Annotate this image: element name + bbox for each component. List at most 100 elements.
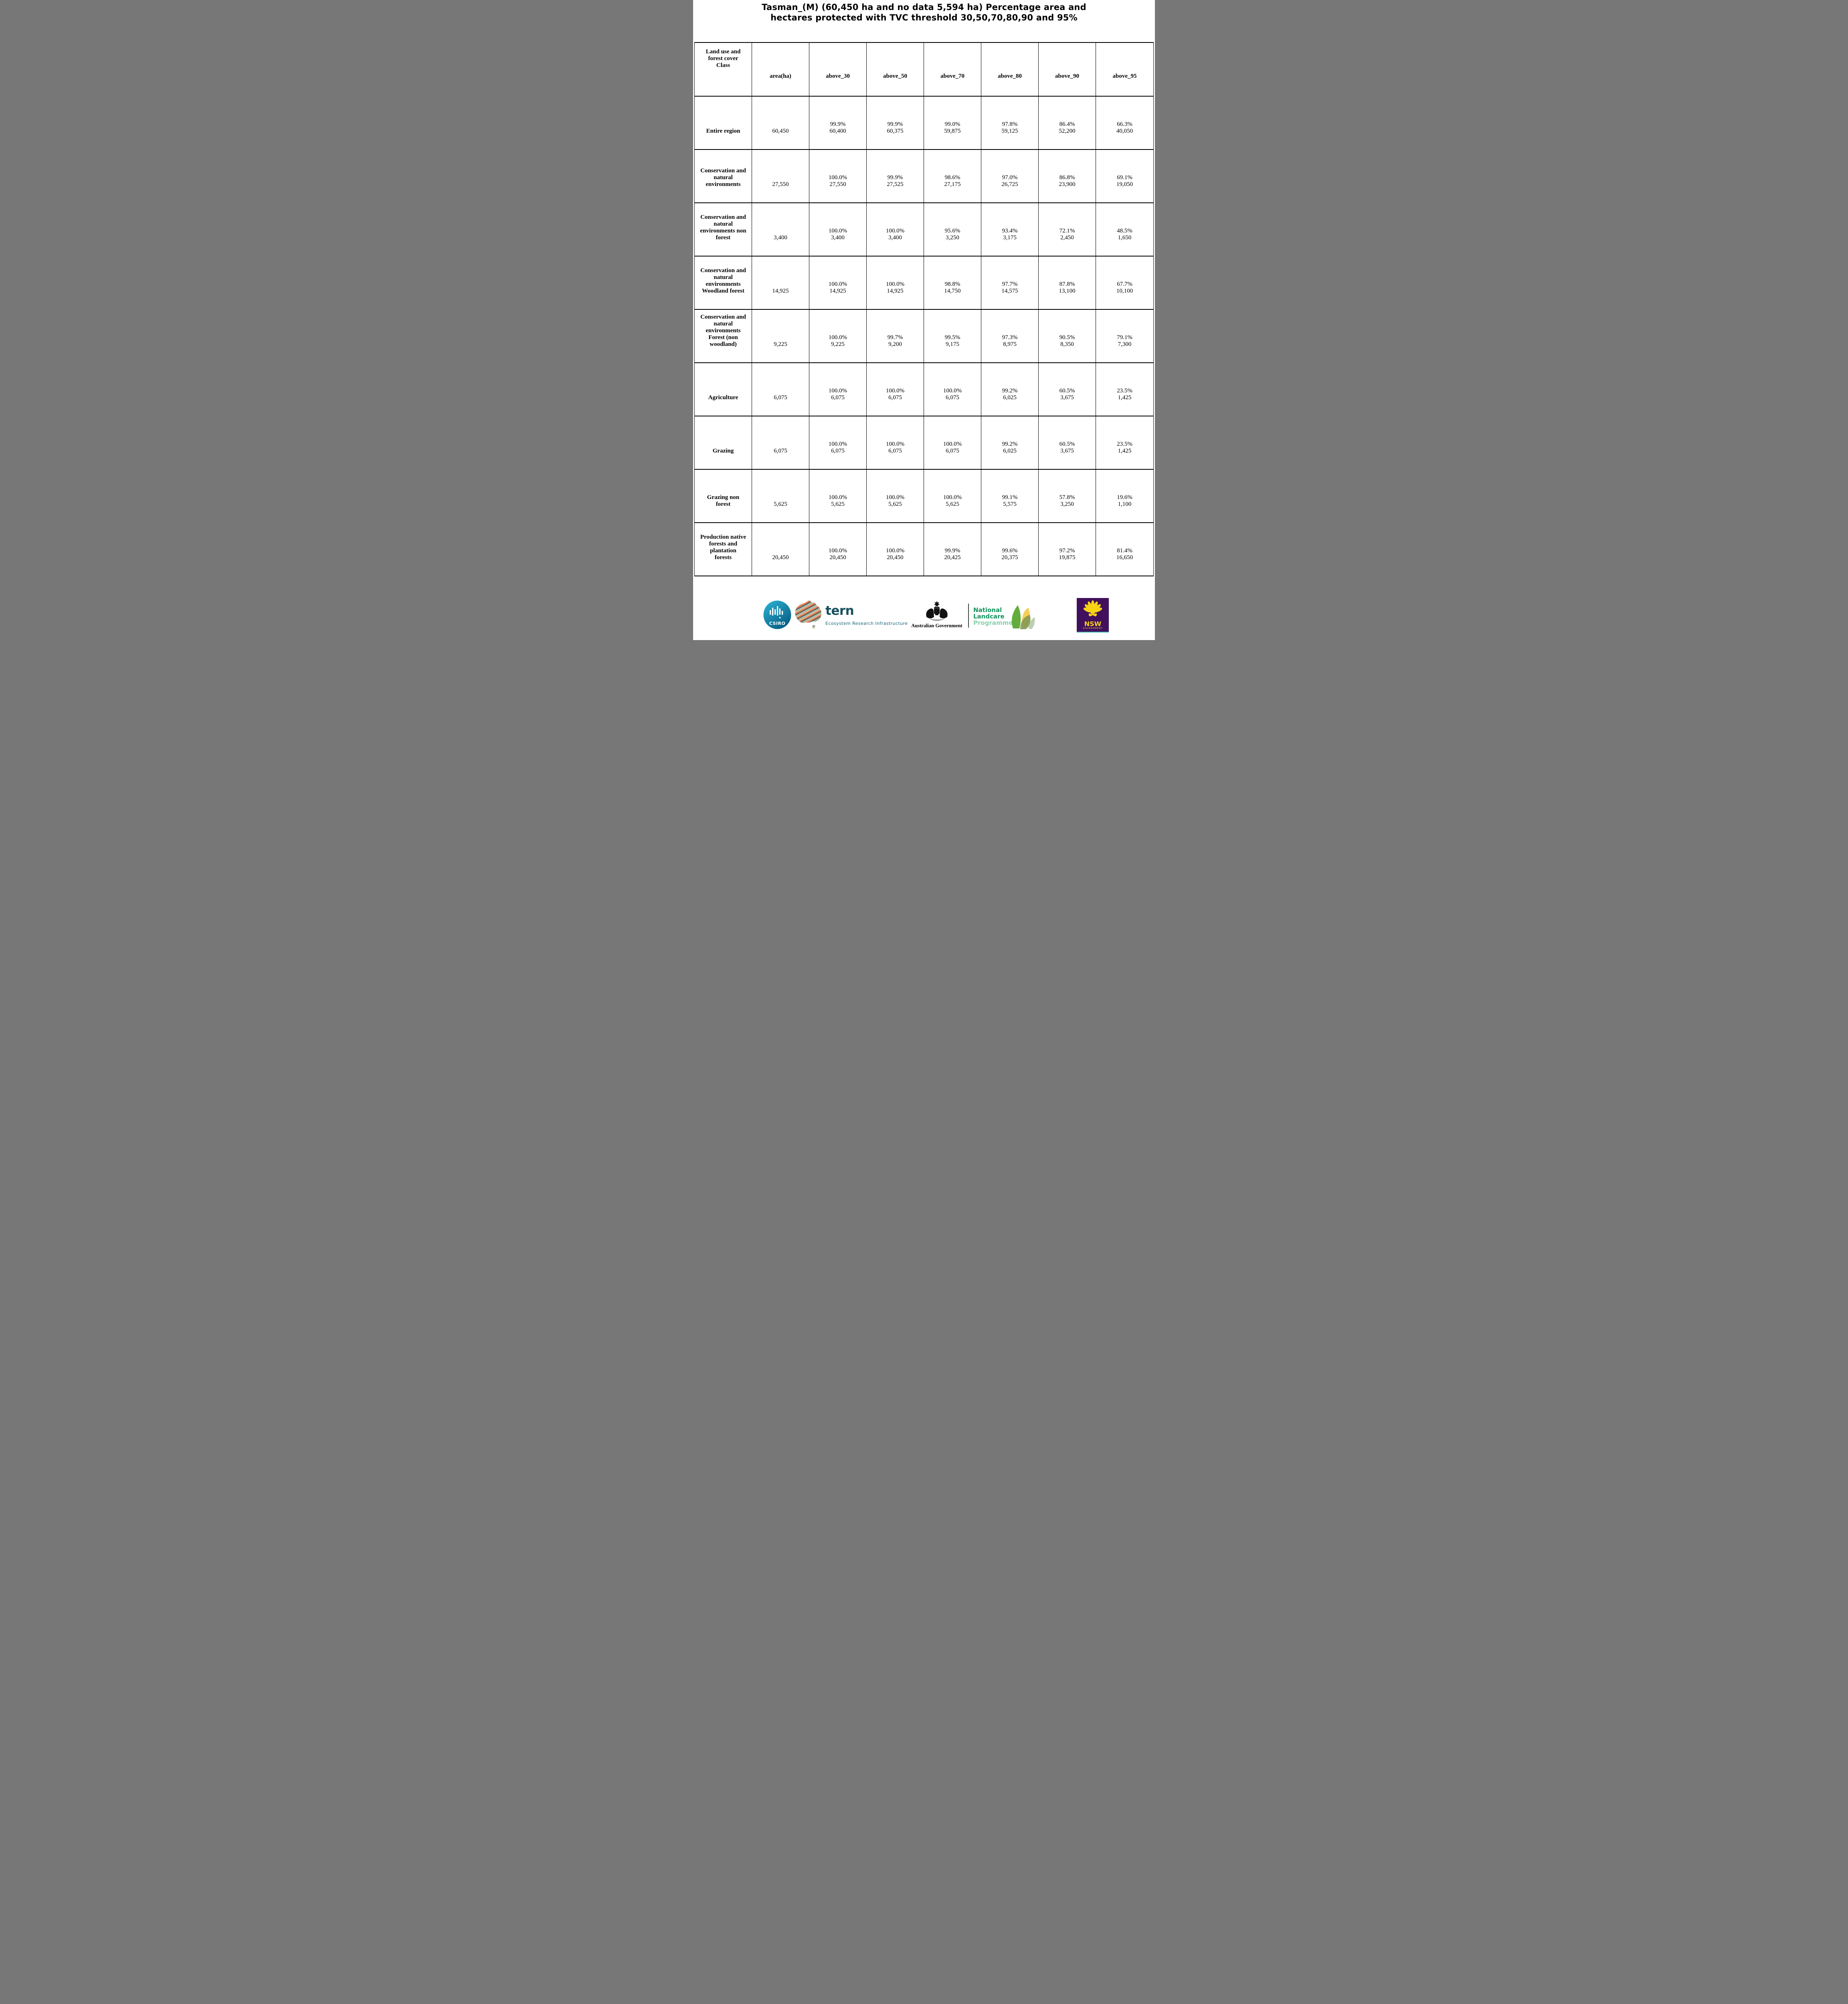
tern-tagline: Ecosystem Research Infrastructure xyxy=(825,621,908,626)
cell-percent: 90.5% xyxy=(1059,334,1075,341)
table-cell: 72.1% 2,450 xyxy=(1039,203,1096,256)
landcare-line1: National xyxy=(973,606,1002,614)
table-cell: 100.0% 20,450 xyxy=(867,523,924,576)
cell-percent: 19.6% xyxy=(1117,494,1132,501)
cell-percent: 99.2% xyxy=(1002,388,1018,394)
cell-value: 40,050 xyxy=(1116,128,1133,134)
nsw-label: NSW xyxy=(1084,620,1102,628)
cell-percent: 87.8% xyxy=(1059,281,1075,287)
cell-value: 14,750 xyxy=(944,288,961,294)
area-value: 27,550 xyxy=(772,181,789,188)
nsw-waratah-icon xyxy=(1083,600,1102,616)
cell-percent: 66.3% xyxy=(1117,121,1132,127)
table-cell: 66.3% 40,050 xyxy=(1096,97,1153,149)
cell-value: 10,100 xyxy=(1116,288,1133,294)
cell-value: 7,300 xyxy=(1118,341,1132,347)
cell-percent: 86.8% xyxy=(1059,174,1075,181)
cell-percent: 100.0% xyxy=(828,547,847,554)
cell-percent: 100.0% xyxy=(943,494,962,501)
nsw-government-logo: NSW GOVERNMENT xyxy=(1077,598,1109,632)
table-cell: 100.0% 9,225 xyxy=(809,310,867,362)
table-cell: 99.6% 20,375 xyxy=(981,523,1039,576)
cell-value: 27,175 xyxy=(944,181,961,188)
table-row: Agriculture 6,075 100.0% 6,075 100.0% 6,07… xyxy=(695,363,1153,416)
table-row: Production native forests and plantation… xyxy=(695,523,1153,576)
cell-value: 20,450 xyxy=(887,554,904,561)
australian-government-label: Australian Government xyxy=(911,623,962,628)
table-cell: 99.9% 60,375 xyxy=(867,97,924,149)
table-cell: 98.6% 27,175 xyxy=(924,150,981,202)
area-cell: 6,075 xyxy=(752,363,809,416)
cell-value: 3,175 xyxy=(1003,234,1017,241)
table-cell: 69.1% 19,050 xyxy=(1096,150,1153,202)
table-header-row: Land use and forest cover Class area(ha)… xyxy=(695,43,1153,97)
footer-divider xyxy=(968,604,969,628)
table-cell: 100.0% 3,400 xyxy=(867,203,924,256)
cell-value: 3,250 xyxy=(1060,501,1074,507)
table-cell: 100.0% 27,550 xyxy=(809,150,867,202)
csiro-logo-icon: CSIRO xyxy=(763,600,791,629)
table-cell: 100.0% 6,075 xyxy=(924,363,981,416)
table-cell: 97.3% 8,975 xyxy=(981,310,1039,362)
table-cell: 100.0% 14,925 xyxy=(809,257,867,309)
cell-value: 27,550 xyxy=(829,181,846,188)
tern-wordmark: tern xyxy=(825,604,854,618)
cell-percent: 97.2% xyxy=(1059,547,1075,554)
cell-percent: 97.7% xyxy=(1002,281,1018,287)
data-table: Land use and forest cover Class area(ha)… xyxy=(694,42,1154,576)
cell-percent: 100.0% xyxy=(886,228,905,234)
cell-percent: 99.9% xyxy=(830,121,846,127)
header-above-50: above_50 xyxy=(867,43,924,96)
cell-percent: 99.9% xyxy=(887,121,903,127)
table-cell: 99.1% 5,575 xyxy=(981,470,1039,522)
area-cell: 3,400 xyxy=(752,203,809,256)
row-label: Conservation and natural environments Wo… xyxy=(695,257,752,309)
cell-percent: 99.0% xyxy=(944,121,960,127)
cell-percent: 81.4% xyxy=(1117,547,1132,554)
table-cell: 86.8% 23,900 xyxy=(1039,150,1096,202)
table-cell: 99.9% 27,525 xyxy=(867,150,924,202)
table-cell: 60.5% 3,675 xyxy=(1039,363,1096,416)
cell-value: 5,575 xyxy=(1003,501,1017,507)
table-cell: 81.4% 16,650 xyxy=(1096,523,1153,576)
area-cell: 60,450 xyxy=(752,97,809,149)
cell-percent: 100.0% xyxy=(886,441,905,447)
table-cell: 95.6% 3,250 xyxy=(924,203,981,256)
landcare-leaf-icon xyxy=(1008,604,1037,633)
cell-percent: 97.0% xyxy=(1002,174,1018,181)
cell-percent: 23.5% xyxy=(1117,441,1132,447)
cell-percent: 69.1% xyxy=(1117,174,1132,181)
page-title-line1: Tasman_(M) (60,450 ha and no data 5,594 … xyxy=(762,2,1086,12)
cell-percent: 99.9% xyxy=(944,547,960,554)
cell-value: 20,375 xyxy=(1001,554,1018,561)
cell-value: 9,200 xyxy=(888,341,902,347)
cell-value: 6,025 xyxy=(1003,448,1017,454)
page-title: Tasman_(M) (60,450 ha and no data 5,594 … xyxy=(693,2,1155,23)
row-label: Conservation and natural environments no… xyxy=(695,203,752,256)
cell-value: 20,450 xyxy=(829,554,846,561)
area-cell: 5,625 xyxy=(752,470,809,522)
cell-value: 1,650 xyxy=(1118,234,1132,241)
table-cell: 100.0% 6,075 xyxy=(867,363,924,416)
cell-value: 14,925 xyxy=(887,288,904,294)
cell-percent: 100.0% xyxy=(886,281,905,287)
table-cell: 100.0% 6,075 xyxy=(809,416,867,469)
area-value: 20,450 xyxy=(772,554,789,561)
table-cell: 90.5% 8,350 xyxy=(1039,310,1096,362)
cell-value: 9,175 xyxy=(946,341,959,347)
cell-value: 8,350 xyxy=(1060,341,1074,347)
cell-percent: 79.1% xyxy=(1117,334,1132,341)
cell-percent: 100.0% xyxy=(943,441,962,447)
header-above-70: above_70 xyxy=(924,43,981,96)
cell-value: 6,075 xyxy=(946,448,959,454)
cell-value: 3,400 xyxy=(831,234,845,241)
header-above-90: above_90 xyxy=(1039,43,1096,96)
cell-value: 1,425 xyxy=(1118,394,1132,401)
cell-value: 23,900 xyxy=(1059,181,1076,188)
table-cell: 100.0% 5,625 xyxy=(809,470,867,522)
table-cell: 99.7% 9,200 xyxy=(867,310,924,362)
header-above-30: above_30 xyxy=(809,43,867,96)
cell-value: 26,725 xyxy=(1001,181,1018,188)
cell-percent: 100.0% xyxy=(828,388,847,394)
area-cell: 6,075 xyxy=(752,416,809,469)
